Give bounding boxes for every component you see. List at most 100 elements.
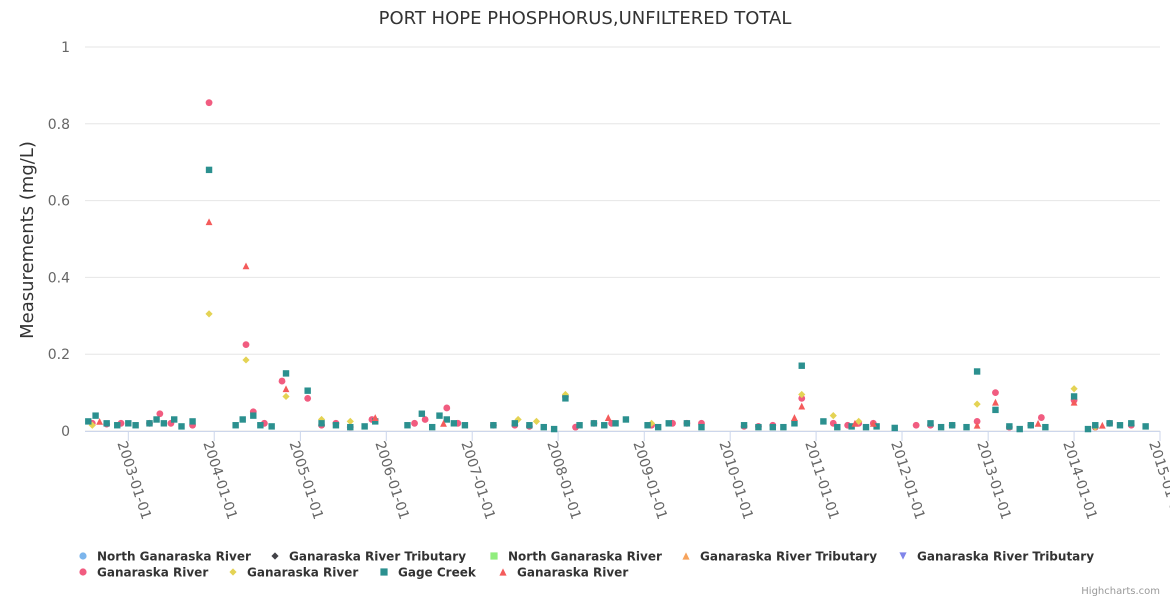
data-point[interactable] (550, 425, 558, 433)
data-point[interactable] (851, 419, 859, 427)
data-point[interactable] (125, 420, 132, 427)
data-point[interactable] (1128, 420, 1135, 427)
data-point[interactable] (205, 99, 213, 107)
data-point[interactable] (654, 423, 662, 431)
data-point[interactable] (798, 362, 805, 369)
legend-symbol[interactable] (271, 552, 279, 560)
data-point[interactable] (644, 422, 651, 429)
data-point[interactable] (869, 419, 877, 427)
data-point[interactable] (304, 387, 311, 394)
legend[interactable]: North Ganaraska River Ganaraska River Tri… (79, 550, 1094, 580)
data-point[interactable] (421, 416, 429, 423)
legend-symbol[interactable] (79, 552, 87, 560)
data-point[interactable] (769, 423, 776, 431)
legend-label[interactable]: Ganaraska River Tributary (700, 550, 877, 564)
data-point[interactable] (232, 422, 239, 429)
data-point[interactable] (411, 419, 418, 427)
data-point[interactable] (114, 422, 121, 429)
legend-label[interactable]: Ganaraska River (97, 566, 208, 580)
data-point[interactable] (282, 392, 290, 401)
data-point[interactable] (1106, 420, 1113, 427)
data-point[interactable] (347, 423, 354, 431)
data-point[interactable] (160, 420, 168, 427)
data-point[interactable] (189, 418, 196, 425)
data-point[interactable] (282, 370, 290, 377)
legend-item[interactable]: Gage Creek (380, 566, 477, 580)
data-point[interactable] (205, 218, 213, 226)
data-point[interactable] (873, 423, 880, 430)
data-point[interactable] (205, 166, 213, 174)
data-point[interactable] (698, 423, 705, 431)
data-point[interactable] (1084, 425, 1092, 433)
data-point[interactable] (440, 419, 447, 427)
data-point[interactable] (855, 417, 863, 425)
data-point[interactable] (829, 412, 837, 420)
data-point[interactable] (1006, 423, 1013, 430)
data-point[interactable] (1092, 422, 1099, 429)
data-point[interactable] (948, 422, 956, 429)
data-point[interactable] (332, 422, 340, 429)
data-point[interactable] (891, 424, 898, 432)
data-point[interactable] (178, 423, 185, 430)
data-point[interactable] (132, 422, 139, 429)
data-point[interactable] (85, 418, 92, 425)
data-point[interactable] (612, 420, 619, 427)
data-point[interactable] (848, 423, 855, 430)
data-point[interactable] (683, 420, 691, 427)
data-point[interactable] (576, 422, 583, 429)
data-point[interactable] (912, 421, 920, 429)
data-point[interactable] (205, 310, 213, 318)
legend-label[interactable]: Gage Creek (398, 566, 477, 580)
data-point[interactable] (268, 423, 275, 430)
data-point[interactable] (1070, 385, 1078, 393)
data-point[interactable] (992, 406, 999, 414)
data-point[interactable] (1070, 393, 1078, 400)
data-point[interactable] (103, 420, 110, 427)
data-point[interactable] (834, 423, 841, 431)
data-point[interactable] (526, 422, 533, 429)
legend-item[interactable]: Ganaraska River Tributary (271, 550, 466, 564)
data-point[interactable] (540, 423, 547, 431)
legend-symbol[interactable] (229, 568, 237, 576)
data-point[interactable] (250, 412, 257, 419)
data-point[interactable] (146, 420, 153, 427)
data-point[interactable] (973, 368, 981, 375)
data-point[interactable] (755, 423, 762, 431)
legend-label[interactable]: Ganaraska River Tributary (917, 550, 1094, 564)
data-point[interactable] (1042, 423, 1049, 431)
data-point[interactable] (361, 423, 368, 430)
data-point[interactable] (780, 423, 787, 431)
data-point[interactable] (92, 412, 99, 419)
data-points[interactable] (85, 99, 1149, 433)
data-point[interactable] (436, 412, 443, 419)
data-point[interactable] (239, 416, 246, 423)
legend-label[interactable]: Ganaraska River (517, 566, 628, 580)
legend-symbol[interactable] (380, 568, 388, 576)
legend-item[interactable]: North Ganaraska River (79, 550, 251, 564)
data-point[interactable] (418, 410, 426, 417)
data-point[interactable] (561, 390, 570, 399)
data-point[interactable] (1142, 423, 1149, 430)
legend-symbol[interactable] (682, 552, 690, 560)
data-point[interactable] (346, 417, 354, 425)
data-point[interactable] (242, 262, 250, 270)
data-point[interactable] (1116, 422, 1124, 429)
data-point[interactable] (1098, 421, 1106, 429)
data-point[interactable] (404, 422, 411, 429)
data-point[interactable] (937, 423, 945, 431)
legend-item[interactable]: Ganaraska River (499, 566, 628, 580)
data-point[interactable] (428, 423, 436, 431)
legend-label[interactable]: North Ganaraska River (508, 550, 662, 564)
data-point[interactable] (973, 421, 981, 429)
data-point[interactable] (371, 414, 379, 421)
data-point[interactable] (798, 402, 806, 410)
data-point[interactable] (532, 417, 541, 425)
data-point[interactable] (590, 420, 598, 427)
data-point[interactable] (601, 422, 608, 429)
legend-symbol[interactable] (490, 552, 498, 560)
legend-item[interactable]: Ganaraska River Tributary (682, 550, 877, 564)
legend-symbol[interactable] (899, 552, 907, 560)
legend-label[interactable]: Ganaraska River Tributary (289, 550, 466, 564)
data-point[interactable] (665, 420, 672, 427)
data-point[interactable] (242, 356, 250, 364)
